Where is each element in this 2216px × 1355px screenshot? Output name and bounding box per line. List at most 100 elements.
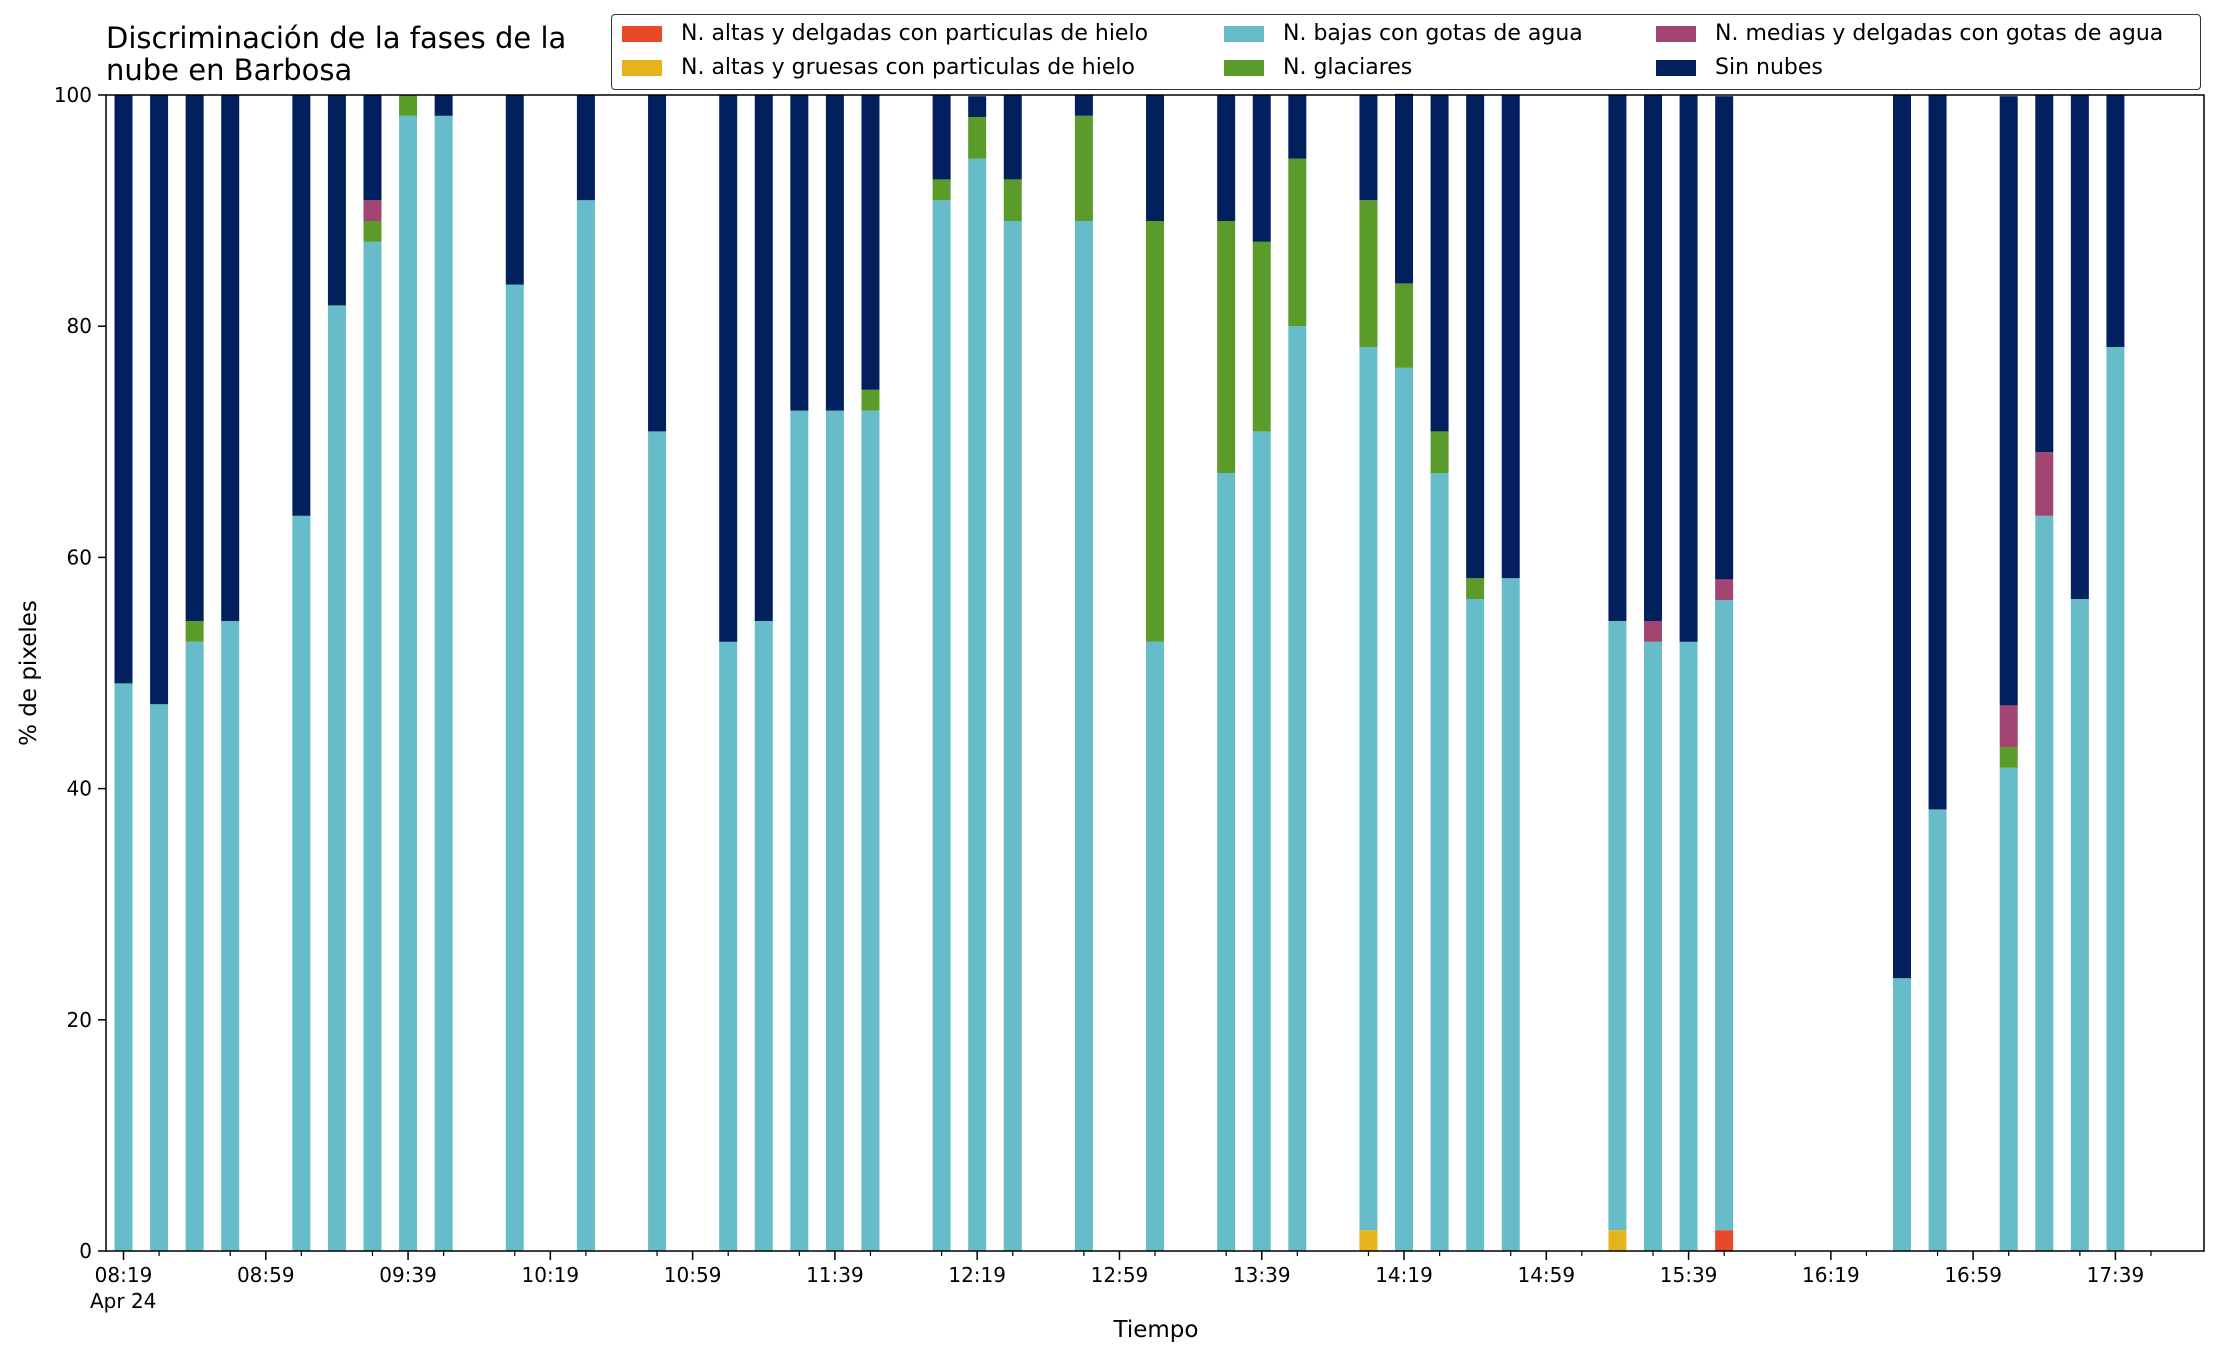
bar-segment-glaciares (1359, 200, 1378, 348)
bar-segment-bajas-agua (1715, 600, 1734, 1231)
bar-segment-bajas-agua (1395, 367, 1414, 1251)
bar-segment-bajas-agua (790, 410, 809, 1251)
chart-legend: N. altas y delgadas con particulas de hi… (611, 14, 2201, 90)
bar-segment-sin-nubes (754, 95, 773, 621)
bar-segment-sin-nubes (1252, 95, 1271, 242)
axes-layer: 0 20 40 60 80 100 08:19 08:59 09:39 10:19 10:59 11:… (16, 83, 2205, 1343)
x-tick-label: 12:19 (948, 1263, 1006, 1287)
bar-segment-sin-nubes (932, 95, 951, 180)
bar-segment-sin-nubes (1928, 95, 1947, 810)
bar-segment-medias-agua (363, 200, 382, 222)
bar-segment-bajas-agua (1288, 326, 1307, 1251)
bar-segment-sin-nubes (1146, 95, 1165, 222)
legend-swatch-sin-nubes (1656, 59, 1696, 76)
x-tick-label: 10:19 (522, 1263, 580, 1287)
bar-segment-sin-nubes (719, 95, 738, 642)
x-axis-label: Tiempo (1113, 1317, 1199, 1343)
bar-segment-bajas-agua (861, 410, 880, 1251)
legend-swatch-altas-delgadas-hielo (622, 25, 662, 42)
legend-item-altas-delgadas-hielo: N. altas y delgadas con particulas de hi… (622, 21, 1148, 46)
bar-segment-bajas-agua (1679, 641, 1698, 1251)
bar-segment-sin-nubes (114, 95, 133, 684)
bar-segment-medias-agua (1999, 705, 2018, 747)
bar-segment-sin-nubes (1608, 95, 1627, 621)
bar-segment-sin-nubes (2070, 95, 2089, 600)
bar-segment-sin-nubes (1999, 96, 2018, 706)
x-tick-label: 08:59 (237, 1263, 295, 1287)
bar-segment-glaciares (968, 116, 987, 159)
y-tick-label: 40 (67, 777, 92, 801)
bar-segment-bajas-agua (221, 620, 240, 1251)
y-tick-label: 100 (54, 83, 92, 107)
bar-segment-bajas-agua (1893, 978, 1911, 1251)
bar-segment-bajas-agua (719, 641, 738, 1251)
bar-segment-sin-nubes (150, 95, 169, 705)
legend-label-altas-gruesas-hielo: N. altas y gruesas con particulas de hie… (681, 55, 1135, 80)
bar-segment-bajas-agua (1252, 431, 1271, 1251)
legend-item-altas-gruesas-hielo: N. altas y gruesas con particulas de hie… (622, 55, 1135, 80)
bar-segment-bajas-agua (1466, 599, 1485, 1251)
x-tick-label: 12:59 (1091, 1263, 1149, 1287)
bar-segment-sin-nubes (790, 95, 809, 411)
bar-segment-glaciares (1146, 221, 1165, 642)
x-tick-label: 14:59 (1517, 1263, 1575, 1287)
bars-layer (114, 93, 2125, 1252)
bar-segment-glaciares (1999, 746, 2018, 768)
y-tick-label: 20 (67, 1008, 92, 1032)
bar-segment-sin-nubes (505, 95, 524, 285)
x-tick-sublabel: Apr 24 (90, 1289, 156, 1313)
legend-label-medias-agua: N. medias y delgadas con gotas de agua (1715, 21, 2164, 46)
bar-segment-bajas-agua (576, 200, 595, 1251)
legend-swatch-bajas-agua (1224, 25, 1264, 42)
x-tick-label: 17:39 (2087, 1263, 2145, 1287)
bar-segment-bajas-agua (363, 241, 382, 1251)
bar-segment-sin-nubes (576, 95, 595, 201)
bar-segment-sin-nubes (221, 95, 240, 621)
bar-segment-bajas-agua (505, 284, 524, 1252)
bar-segment-bajas-agua (754, 620, 773, 1251)
bar-segment-bajas-agua (292, 515, 311, 1251)
bar-segment-altas-delgadas-hielo (1715, 1230, 1734, 1251)
bar-segment-altas-gruesas-hielo (1359, 1230, 1378, 1251)
legend-item-sin-nubes: Sin nubes (1656, 55, 1823, 80)
bar-segment-glaciares (932, 179, 951, 201)
bar-segment-sin-nubes (1430, 95, 1449, 432)
x-tick-label: 16:19 (1802, 1263, 1860, 1287)
bar-segment-glaciares (1217, 221, 1236, 474)
bar-segment-bajas-agua (968, 158, 987, 1252)
y-axis-label: % de pixeles (16, 600, 42, 746)
bar-segment-bajas-agua (185, 641, 204, 1251)
bar-segment-sin-nubes (861, 95, 880, 390)
legend-item-glaciares: N. glaciares (1224, 55, 1412, 80)
bar-segment-sin-nubes (1501, 95, 1520, 579)
legend-item-bajas-agua: N. bajas con gotas de agua (1224, 21, 1583, 46)
bar-segment-glaciares (399, 95, 418, 116)
bar-segment-sin-nubes (825, 95, 844, 411)
chart-title-line-1: Discriminación de la fases de la (106, 21, 567, 55)
bar-segment-bajas-agua (399, 115, 418, 1252)
bar-segment-bajas-agua (2070, 599, 2089, 1251)
bar-segment-glaciares (185, 620, 204, 642)
bar-segment-bajas-agua (1003, 221, 1022, 1251)
bar-segment-glaciares (861, 389, 880, 411)
bar-segment-bajas-agua (327, 305, 346, 1252)
bar-segment-sin-nubes (1288, 95, 1307, 159)
bar-segment-bajas-agua (1074, 221, 1093, 1251)
y-tick-label: 60 (67, 545, 92, 569)
bar-segment-bajas-agua (1217, 473, 1236, 1252)
bar-segment-bajas-agua (2035, 515, 2054, 1251)
bar-segment-sin-nubes (1395, 93, 1414, 284)
bar-segment-sin-nubes (1217, 95, 1236, 222)
bar-segment-bajas-agua (434, 115, 453, 1252)
x-tick-label: 11:39 (806, 1263, 864, 1287)
bar-segment-sin-nubes (327, 95, 346, 306)
bar-segment-bajas-agua (1928, 809, 1947, 1251)
y-tick-label: 80 (67, 314, 92, 338)
bar-segment-glaciares (1466, 578, 1485, 600)
x-tick-label: 09:39 (379, 1263, 437, 1287)
bar-segment-medias-agua (1644, 620, 1663, 642)
bar-segment-glaciares (1252, 241, 1271, 432)
bar-segment-sin-nubes (968, 96, 987, 117)
x-tick-label: 13:39 (1233, 1263, 1291, 1287)
